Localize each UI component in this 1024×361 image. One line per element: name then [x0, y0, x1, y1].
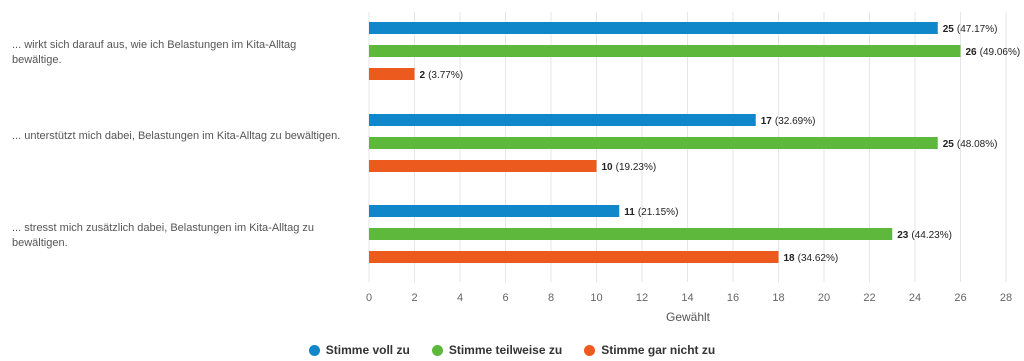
x-tick-label: 10 — [590, 292, 602, 304]
bar[interactable] — [369, 205, 620, 217]
bar[interactable] — [369, 251, 779, 263]
data-label-percent: (34.62%) — [798, 253, 839, 264]
x-tick-label: 2 — [411, 292, 417, 304]
data-label-percent: (19.23%) — [616, 162, 657, 173]
legend-dot-icon — [431, 344, 443, 356]
data-label: 23 (44.23%) — [897, 230, 952, 241]
legend-label: Stimme gar nicht zu — [601, 343, 716, 357]
data-label-count: 23 — [897, 230, 909, 241]
data-label: 25 (47.17%) — [943, 24, 998, 35]
legend-item-stimme-gar-nicht-zu[interactable]: Stimme gar nicht zu — [584, 343, 715, 357]
legend-item-stimme-teilweise-zu[interactable]: Stimme teilweise zu — [431, 343, 563, 357]
data-label-percent: (49.06%) — [980, 47, 1021, 58]
x-tick-label: 28 — [1000, 292, 1012, 304]
data-label-percent: (48.08%) — [957, 139, 998, 150]
bar[interactable] — [369, 114, 756, 126]
x-tick-label: 12 — [636, 292, 648, 304]
bars — [369, 22, 961, 263]
data-label: 11 (21.15%) — [624, 207, 678, 218]
legend-dot-icon — [584, 344, 596, 356]
bar[interactable] — [369, 45, 961, 57]
data-label: 2 (3.77%) — [420, 70, 464, 81]
legend-dot-icon — [308, 344, 320, 356]
x-tick-label: 20 — [818, 292, 830, 304]
x-tick-label: 18 — [772, 292, 784, 304]
x-tick-label: 16 — [727, 292, 739, 304]
data-label: 18 (34.62%) — [784, 253, 839, 264]
legend-label: Stimme teilweise zu — [448, 343, 563, 357]
x-tick-label: 26 — [954, 292, 966, 304]
data-label-percent: (3.77%) — [428, 70, 463, 81]
data-label-percent: (44.23%) — [911, 230, 952, 241]
x-tick-label: 0 — [366, 292, 372, 304]
bar[interactable] — [369, 22, 938, 34]
legend-item-stimme-voll-zu[interactable]: Stimme voll zu — [308, 343, 410, 357]
x-tick-label: 14 — [681, 292, 693, 304]
data-label-count: 26 — [966, 47, 978, 58]
bar[interactable] — [369, 160, 597, 172]
x-tick-label: 24 — [909, 292, 921, 304]
data-label: 10 (19.23%) — [602, 162, 657, 173]
x-tick-label: 22 — [863, 292, 875, 304]
x-axis-label: Gewählt — [666, 310, 711, 324]
data-label-percent: (21.15%) — [638, 207, 679, 218]
data-label-count: 18 — [784, 253, 796, 264]
category-label: ... stresst mich zusätzlich dabei, Belas… — [12, 222, 315, 249]
data-label-percent: (47.17%) — [957, 24, 998, 35]
data-label: 17 (32.69%) — [761, 116, 816, 127]
data-label-percent: (32.69%) — [775, 116, 816, 127]
x-tick-labels: 0 2 4 6 8 10 12 14 16 18 20 22 24 26 28 — [366, 292, 1012, 304]
data-label-count: 25 — [943, 24, 955, 35]
bar[interactable] — [369, 68, 415, 80]
data-label-count: 10 — [602, 162, 614, 173]
data-label-count: 11 — [624, 207, 635, 218]
bar[interactable] — [369, 228, 893, 240]
data-label-count: 2 — [420, 70, 426, 81]
data-label-count: 17 — [761, 116, 773, 127]
category-label: ... unterstützt mich dabei, Belastungen … — [12, 130, 341, 142]
category-label: ... wirkt sich darauf aus, wie ich Belas… — [12, 39, 297, 66]
x-tick-label: 6 — [502, 292, 508, 304]
legend-label: Stimme voll zu — [325, 343, 410, 357]
legend: Stimme voll zu Stimme teilweise zu Stimm… — [0, 343, 1024, 357]
value-labels: 25 (47.17%)26 (49.06%)2 (3.77%)17 (32.69%)25… — [420, 24, 1021, 264]
data-label: 25 (48.08%) — [943, 139, 998, 150]
data-label: 26 (49.06%) — [966, 47, 1021, 58]
bar[interactable] — [369, 137, 938, 149]
data-label-count: 25 — [943, 139, 955, 150]
x-tick-label: 4 — [457, 292, 463, 304]
x-tick-label: 8 — [548, 292, 554, 304]
